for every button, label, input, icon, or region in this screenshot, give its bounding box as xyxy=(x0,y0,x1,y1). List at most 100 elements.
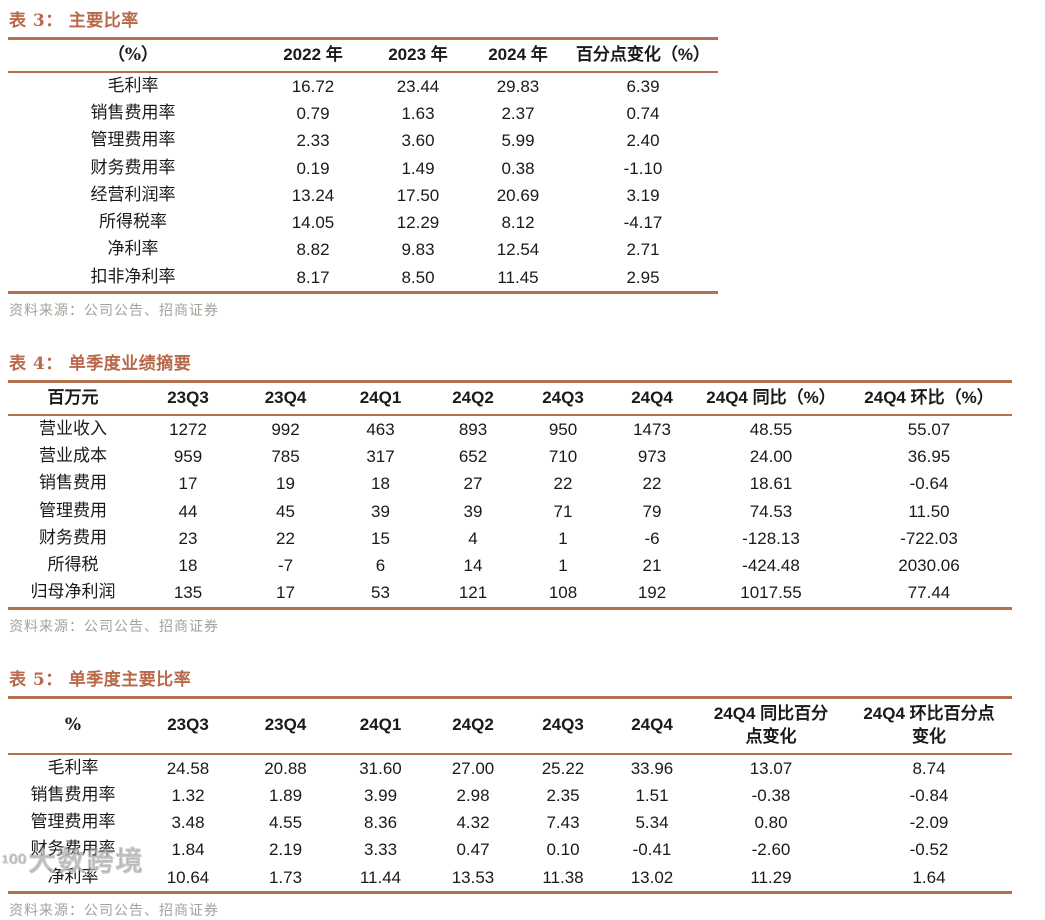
table-cell: 11.38 xyxy=(542,867,584,887)
column-header: 百分点变化（%） xyxy=(568,38,718,73)
table-cell: 74.53 xyxy=(749,501,793,521)
column-header: 23Q3 xyxy=(138,697,238,755)
table-cell: 12.29 xyxy=(396,213,440,233)
table-cell: 3.60 xyxy=(401,131,435,151)
table-row: 扣非净利率 8.17 8.50 11.45 2.95 xyxy=(8,264,718,293)
table-cell: 22 xyxy=(553,474,573,494)
table-cell: 5.34 xyxy=(635,813,669,832)
table-cell: -7 xyxy=(277,556,294,576)
row-label: 毛利率 xyxy=(47,757,99,778)
table-row: 毛利率 24.58 20.88 31.60 27.00 25.22 33.96 13.07 8.… xyxy=(8,754,1012,782)
column-header: 2023 年 xyxy=(368,38,468,73)
table-row: 归母净利润 135 17 53 121 108 192 1017.55 77.44 xyxy=(8,579,1012,608)
table-cell: 12.54 xyxy=(496,240,540,260)
table-main-ratios: （%） 2022 年 2023 年 2024 年百分点变化（%） 毛利率 16.72 23… xyxy=(8,37,718,294)
row-label: 财务费用率 xyxy=(30,839,116,860)
table-row: 净利率 10.64 1.73 11.44 13.53 11.38 13.02 11.29 1.6… xyxy=(8,864,1012,893)
column-header: 24Q2 xyxy=(428,381,518,416)
table-cell: 39 xyxy=(463,501,483,521)
table-cell: -2.09 xyxy=(909,813,949,832)
table-cell: 2.19 xyxy=(268,840,303,860)
table-cell: -6 xyxy=(644,528,660,548)
table-cell: 2.71 xyxy=(626,240,660,260)
column-header: 24Q3 xyxy=(518,381,608,416)
table-cell: 8.17 xyxy=(296,267,330,287)
table-cell: 135 xyxy=(173,583,203,603)
table-title: 表 3： 主要比率 xyxy=(8,6,1037,37)
row-label: 净利率 xyxy=(107,239,159,260)
table-row: 管理费用率 2.33 3.60 5.99 2.40 xyxy=(8,127,718,154)
table-cell: 3.99 xyxy=(363,785,398,805)
table-cell: 45 xyxy=(276,501,295,521)
table-row: 净利率 8.82 9.83 12.54 2.71 xyxy=(8,236,718,263)
table-cell: 0.80 xyxy=(754,813,788,832)
column-header: 2022 年 xyxy=(258,38,368,73)
row-label: 管理费用 xyxy=(39,500,107,521)
table-label: 表 3： xyxy=(9,11,63,31)
header-row: （%） 2022 年 2023 年 2024 年百分点变化（%） xyxy=(8,38,718,73)
table-cell: 192 xyxy=(637,583,667,603)
row-label: 销售费用 xyxy=(39,473,107,494)
table-cell: 20.88 xyxy=(264,758,307,778)
table-cell: 27.00 xyxy=(451,758,495,778)
table-cell: 7.43 xyxy=(546,813,580,832)
table-cell: 33.96 xyxy=(630,758,674,778)
table-row: 营业收入 1272 992 463 893 950 1473 48.55 55.07 xyxy=(8,415,1012,443)
table-cell: 8.82 xyxy=(296,240,330,260)
table-cell: 4.32 xyxy=(456,813,490,832)
table-row: 所得税率 14.05 12.29 8.12 -4.17 xyxy=(8,209,718,236)
table-cell: 39 xyxy=(371,501,390,521)
column-header: 24Q4 同比（%） xyxy=(696,381,846,416)
source-note: 资料来源：公司公告、招商证券 xyxy=(9,302,219,319)
table-title: 表 4： 单季度业绩摘要 xyxy=(8,349,1037,380)
table-cell: 4.55 xyxy=(268,813,303,832)
table-row: 销售费用 17 19 18 27 22 22 18.61 -0.64 xyxy=(8,470,1012,497)
table-cell: 6.39 xyxy=(626,76,660,96)
row-label: 毛利率 xyxy=(107,75,159,96)
table-cell: 9.83 xyxy=(401,240,435,260)
table-cell: 17.50 xyxy=(396,185,440,205)
table-cell: 3.19 xyxy=(626,185,660,205)
table-row: 管理费用率 3.48 4.55 8.36 4.32 7.43 5.34 0.80 -2.09 xyxy=(8,809,1012,836)
table-cell: -128.13 xyxy=(742,528,800,548)
table-cell: 0.10 xyxy=(546,840,580,860)
table-cell: 652 xyxy=(458,447,488,467)
table-cell: 2.35 xyxy=(546,785,580,805)
table-cell: 53 xyxy=(371,583,390,603)
table-cell: 21 xyxy=(642,556,662,576)
column-header: % xyxy=(8,697,138,755)
table-cell: 13.53 xyxy=(451,867,495,887)
table-row: 财务费用率 0.19 1.49 0.38 -1.10 xyxy=(8,155,718,182)
table-cell: 1.73 xyxy=(268,867,303,887)
column-header: 24Q2 xyxy=(428,697,518,755)
table-cell: -0.41 xyxy=(632,840,672,860)
table-cell: 24.00 xyxy=(749,447,793,467)
table-cell: 317 xyxy=(366,447,395,467)
row-label: 净利率 xyxy=(47,866,99,887)
table-cell: -0.38 xyxy=(751,785,791,805)
table-cell: 13.02 xyxy=(630,867,674,887)
table-cell: 1017.55 xyxy=(740,583,802,603)
column-header: 24Q1 xyxy=(333,381,428,416)
table-cell: 24.58 xyxy=(166,758,210,778)
row-label: 归母净利润 xyxy=(30,582,116,603)
table-row: 毛利率 16.72 23.44 29.83 6.39 xyxy=(8,72,718,100)
table-cell: 2.95 xyxy=(626,267,660,287)
table-cell: 11.45 xyxy=(497,267,539,287)
table-cell: 710 xyxy=(548,447,578,467)
table-cell: 16.72 xyxy=(291,76,335,96)
table-cell: 108 xyxy=(548,583,578,603)
column-header: 24Q1 xyxy=(333,697,428,755)
table-cell: -1.10 xyxy=(623,158,663,178)
table-cell: 71 xyxy=(553,501,573,521)
table-row: 营业成本 959 785 317 652 710 973 24.00 36.95 xyxy=(8,443,1012,470)
table-label: 表 4： xyxy=(9,353,63,374)
row-label: 销售费用率 xyxy=(30,784,116,805)
table-cell: 0.38 xyxy=(501,158,535,178)
table-cell: 2.40 xyxy=(626,131,660,151)
column-header: 24Q4 环比（%） xyxy=(846,381,1012,416)
table-row: 财务费用率 1.84 2.19 3.33 0.47 0.10 -0.41 -2.60 -0.52 xyxy=(8,836,1012,863)
table-cell: -2.60 xyxy=(751,840,791,860)
table-row: 财务费用 23 22 15 4 1 -6 -128.13 -722.03 xyxy=(8,525,1012,552)
column-header: 24Q3 xyxy=(518,697,608,755)
